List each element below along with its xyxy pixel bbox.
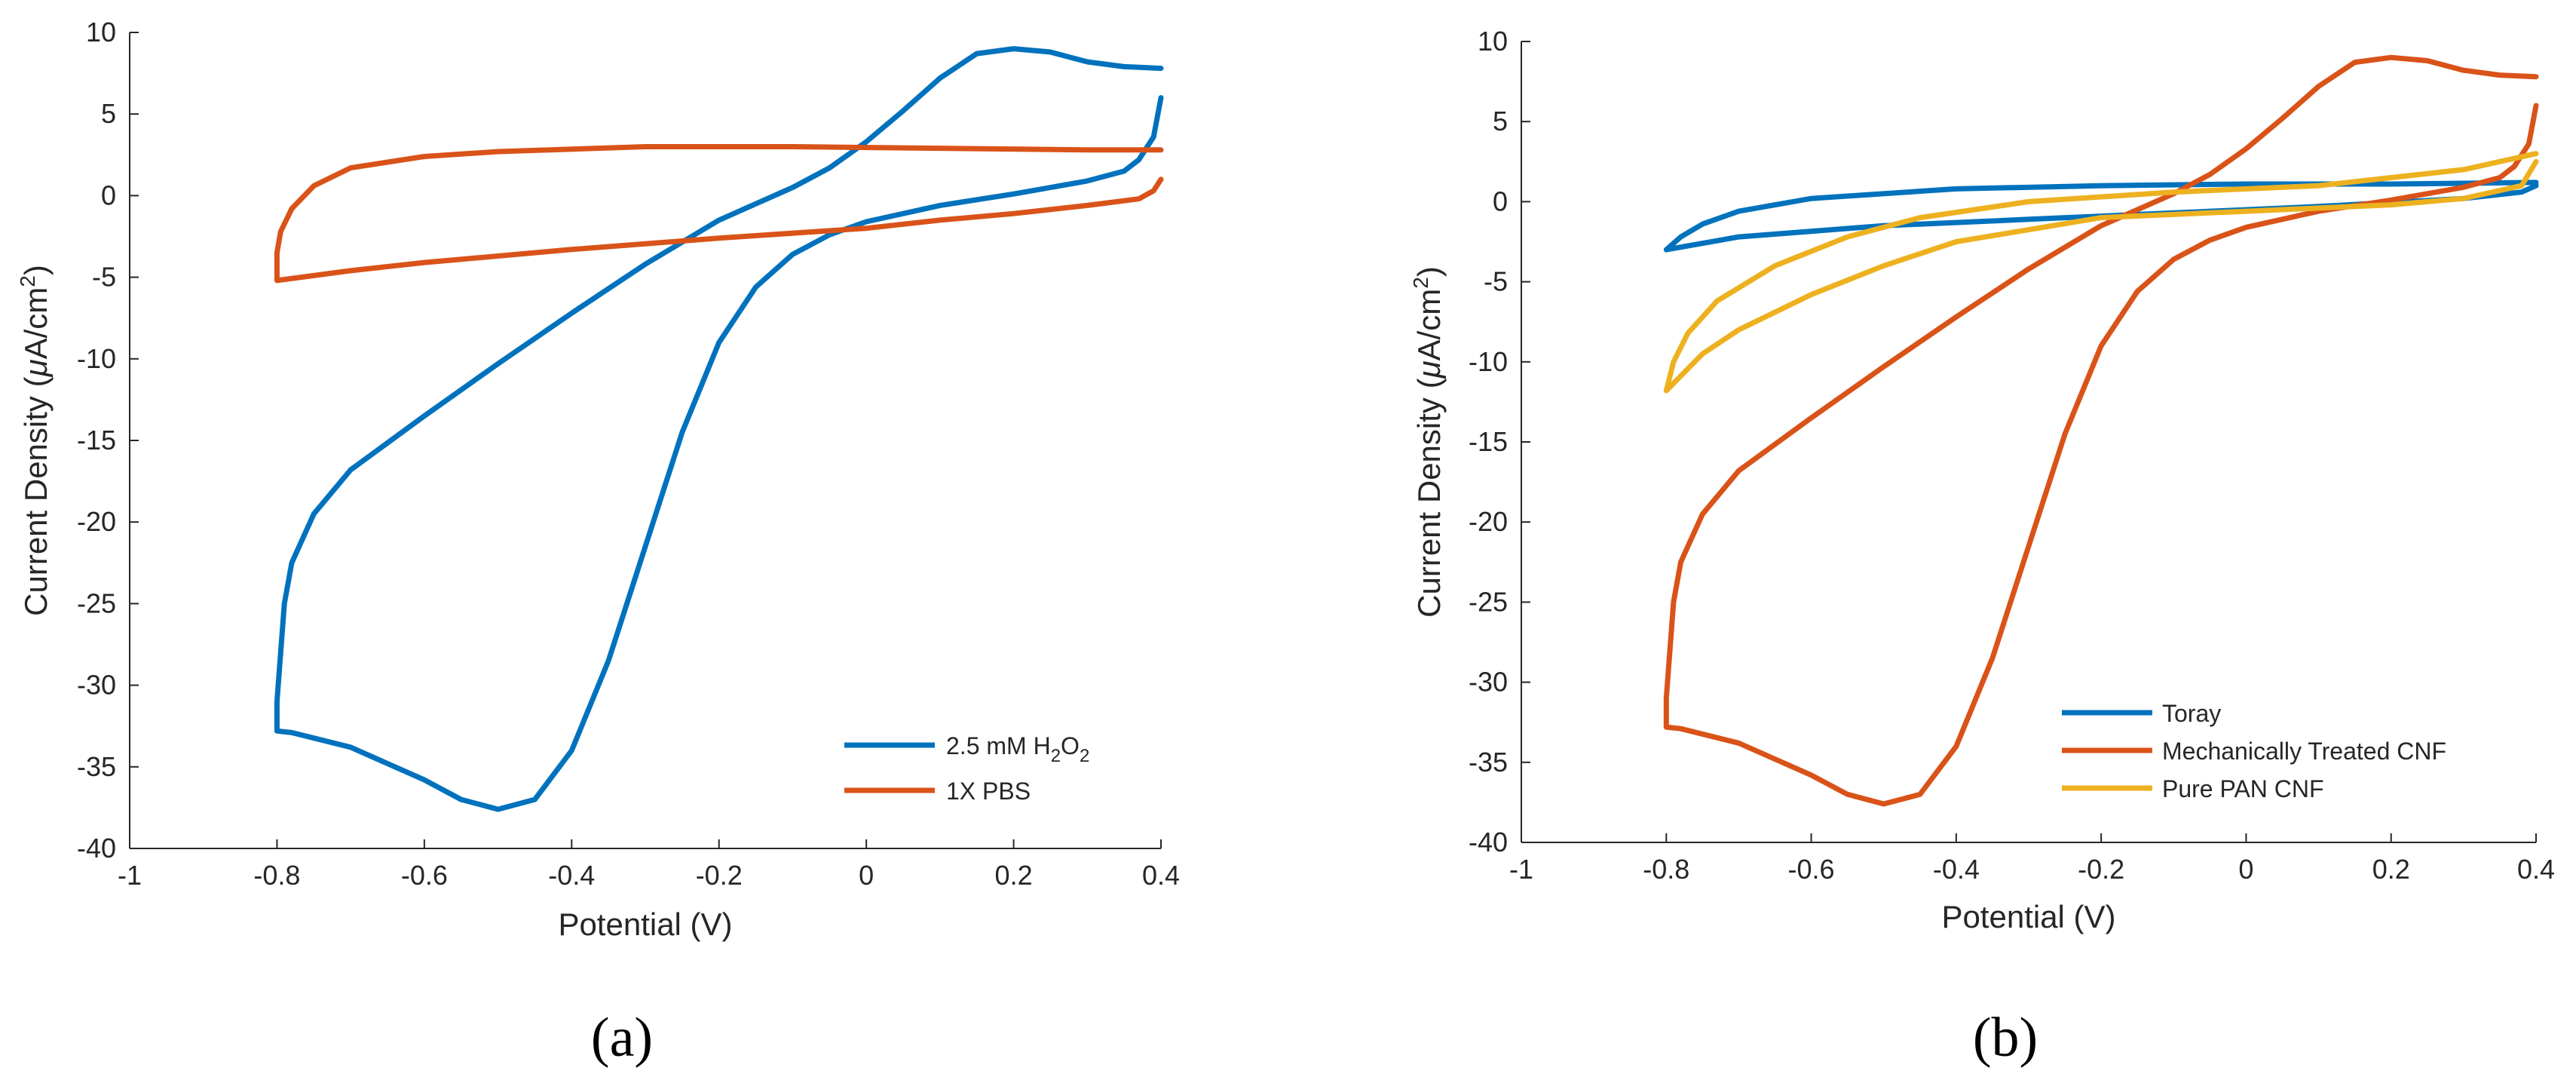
legend-label-h2o2: 2.5 mM H2O2: [946, 732, 1089, 766]
x-tick-label: 0: [2238, 854, 2253, 885]
y-tick-label: -15: [1469, 426, 1508, 457]
y-tick-label: -5: [92, 262, 116, 293]
y-tick-label: -35: [77, 751, 116, 782]
y-tick-label: -20: [77, 506, 116, 537]
y-axis-label: Current Density (μA/cm2): [1409, 266, 1447, 618]
x-tick-label: -0.2: [2078, 854, 2124, 885]
x-tick-label: 0: [859, 860, 874, 891]
y-tick-label: -40: [1469, 827, 1508, 857]
series-line-mechanically-treated-cnf: [1663, 54, 2539, 807]
x-tick-label: 0.4: [2517, 854, 2555, 885]
y-tick-label: 10: [1478, 26, 1508, 57]
series-lines: [1663, 54, 2539, 807]
chart-panel-b: -1 -0.8 -0.6 -0.4 -0.2 0 0.2 0.4 10 5 0 -5 -10 -15 -2…: [1409, 26, 2555, 1069]
x-tick-label: -1: [1509, 854, 1533, 885]
y-tick-label: -25: [77, 587, 116, 618]
y-tick-label: -15: [77, 425, 116, 456]
y-tick-label: -25: [1469, 586, 1508, 617]
y-ticks: 10 5 0 -5 -10 -15 -20 -25 -30 -35 -40: [77, 17, 139, 864]
y-tick-label: 0: [101, 179, 116, 210]
panel-label-a: (a): [591, 1007, 653, 1069]
x-axis-label: Potential (V): [558, 907, 732, 942]
y-tick-label: 10: [86, 17, 116, 48]
series-lines: [274, 46, 1164, 812]
legend: 2.5 mM H2O2 1X PBS: [844, 732, 1089, 805]
x-tick-label: -1: [118, 860, 142, 891]
x-tick-label: -0.8: [1643, 854, 1689, 885]
y-tick-label: -35: [1469, 747, 1508, 778]
y-tick-label: -30: [77, 670, 116, 701]
y-tick-label: -10: [77, 343, 116, 374]
series-line-pure-pan-cnf: [1663, 151, 2539, 394]
x-tick-label: 0.4: [1142, 860, 1180, 891]
y-tick-label: -40: [77, 833, 116, 864]
chart-panel-a: -1 -0.8 -0.6 -0.4 -0.2 0 0.2 0.4 10 5 0 -5 -10 -15 -2…: [16, 17, 1180, 1069]
y-tick-label: -30: [1469, 667, 1508, 698]
y-tick-label: 5: [1493, 106, 1508, 137]
x-ticks: -1 -0.8 -0.6 -0.4 -0.2 0 0.2 0.4: [1509, 833, 2555, 885]
legend-label-mech-cnf: Mechanically Treated CNF: [2162, 738, 2446, 765]
series-line-1x-pbs: [274, 144, 1164, 284]
y-tick-label: -20: [1469, 506, 1508, 537]
y-tick-label: 0: [1493, 186, 1508, 216]
x-tick-label: -0.2: [696, 860, 743, 891]
legend-label-toray: Toray: [2162, 700, 2221, 727]
x-tick-label: -0.4: [548, 860, 595, 891]
panel-label-b: (b): [1973, 1007, 2038, 1069]
x-tick-label: -0.4: [1933, 854, 1980, 885]
y-tick-label: 5: [101, 98, 116, 129]
legend-label-pan-cnf: Pure PAN CNF: [2162, 775, 2324, 802]
legend: Toray Mechanically Treated CNF Pure PAN …: [2062, 700, 2446, 802]
x-axis-label: Potential (V): [1941, 899, 2115, 934]
x-tick-label: -0.6: [1788, 854, 1835, 885]
y-axis-label: Current Density (μA/cm2): [16, 265, 54, 616]
series-line-2-5-mm-h2o2: [274, 46, 1164, 812]
x-ticks: -1 -0.8 -0.6 -0.4 -0.2 0 0.2 0.4: [118, 839, 1180, 891]
x-tick-label: -0.8: [253, 860, 300, 891]
x-tick-label: 0.2: [2372, 854, 2410, 885]
y-tick-label: -10: [1469, 346, 1508, 377]
y-tick-label: -5: [1484, 266, 1508, 297]
x-tick-label: 0.2: [995, 860, 1033, 891]
y-ticks: 10 5 0 -5 -10 -15 -20 -25 -30 -35 -40: [1469, 26, 1530, 857]
legend-label-pbs: 1X PBS: [946, 778, 1031, 805]
x-tick-label: -0.6: [401, 860, 448, 891]
